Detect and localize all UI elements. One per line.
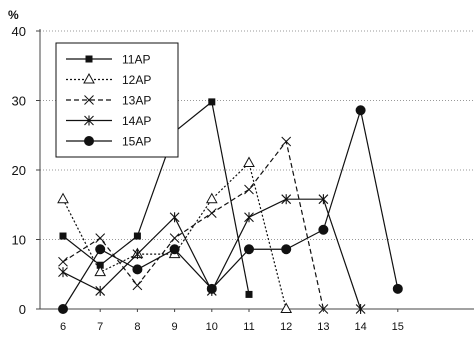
data-point-13AP-10 <box>206 208 217 218</box>
legend-item-15AP: 15AP <box>66 135 151 149</box>
x-tick-label: 10 <box>206 321 218 333</box>
axes <box>36 29 474 312</box>
legend-item-14AP: 14AP <box>66 114 151 128</box>
legend-marker <box>84 115 94 126</box>
legend: 11AP 12AP 13AP 14AP 15AP <box>55 42 179 158</box>
data-point-11AP-6 <box>59 232 67 240</box>
data-point-14AP-14 <box>355 304 366 314</box>
data-point-11AP-10 <box>208 98 216 106</box>
marker-stroke <box>318 304 329 314</box>
data-point-15AP-10 <box>206 283 217 294</box>
data-point-12AP-11 <box>243 156 255 168</box>
legend-item-11AP: 11AP <box>66 53 150 67</box>
data-point-15AP-12 <box>281 244 292 255</box>
marker-stroke <box>206 208 217 218</box>
marker-stroke <box>281 136 292 147</box>
legend-item-12AP: 12AP <box>66 72 151 87</box>
legend-label: 13AP <box>122 94 151 108</box>
data-point-12AP-7 <box>94 265 107 277</box>
marker-stroke <box>84 95 94 105</box>
legend-label: 14AP <box>122 114 151 128</box>
data-point-13AP-8 <box>132 280 143 291</box>
data-point-14AP-8 <box>132 249 143 260</box>
marker-stroke <box>169 233 180 243</box>
data-point-13AP-7 <box>95 233 106 243</box>
x-tick-label: 15 <box>392 321 404 333</box>
tick-labels: 0 10 20 30 40 6 7 8 9 10 11 12 13 14 15 <box>12 24 404 333</box>
legend-item-13AP: 13AP <box>66 94 151 108</box>
x-tick-label: 13 <box>317 321 329 333</box>
legend-marker <box>84 95 94 105</box>
series-line-13AP <box>62 140 324 310</box>
data-point-13AP-11 <box>244 184 254 195</box>
x-tick-label: 6 <box>60 321 66 333</box>
legend-marker <box>84 136 94 146</box>
y-tick-label: 20 <box>12 163 26 178</box>
data-point-15AP-8 <box>132 264 143 275</box>
legend-label: 15AP <box>122 135 151 149</box>
data-point-14AP-13 <box>318 194 329 205</box>
series-13AP <box>58 136 329 314</box>
data-point-15AP-13 <box>318 224 329 235</box>
series-15AP <box>58 105 403 314</box>
y-axis-unit-label: % <box>8 8 19 22</box>
legend-label: 12AP <box>122 73 151 87</box>
data-point-15AP-15 <box>392 283 403 294</box>
y-tick-label: 40 <box>12 24 26 39</box>
x-tick-label: 9 <box>172 321 178 333</box>
y-tick-label: 10 <box>12 233 26 248</box>
x-tick-label: 14 <box>354 321 366 333</box>
data-point-15AP-7 <box>95 244 106 255</box>
data-point-11AP-7 <box>96 261 104 269</box>
marker-stroke <box>95 233 106 243</box>
data-point-12AP-6 <box>57 192 69 204</box>
x-tick-label: 11 <box>243 321 254 333</box>
data-point-13AP-12 <box>281 136 292 147</box>
data-point-13AP-9 <box>169 233 180 243</box>
data-point-13AP-13 <box>318 304 329 314</box>
data-point-14AP-6 <box>58 267 68 278</box>
data-point-14AP-7 <box>95 285 106 296</box>
data-point-15AP-9 <box>169 244 180 255</box>
data-point-14AP-9 <box>169 212 180 223</box>
data-point-15AP-6 <box>58 304 68 314</box>
x-tick-label: 7 <box>97 321 103 333</box>
x-tick-label: 8 <box>134 321 140 333</box>
y-tick-label: 0 <box>19 302 26 317</box>
data-point-11AP-11 <box>245 290 253 298</box>
x-tick-label: 12 <box>280 321 292 333</box>
data-point-15AP-11 <box>244 244 254 255</box>
marker-stroke <box>132 280 143 291</box>
series-14AP <box>58 194 366 314</box>
data-point-14AP-12 <box>281 194 292 205</box>
marker-stroke <box>244 184 254 195</box>
data-point-15AP-14 <box>355 105 366 116</box>
legend-marker <box>85 55 93 63</box>
series-line-15AP <box>62 107 399 310</box>
legend-label: 11AP <box>122 53 150 67</box>
marker-stroke <box>58 256 68 267</box>
data-point-12AP-10 <box>205 192 218 204</box>
data-point-13AP-6 <box>58 256 68 267</box>
y-tick-label: 30 <box>12 94 26 109</box>
data-point-14AP-11 <box>244 212 254 223</box>
legend-marker <box>83 72 95 84</box>
data-point-11AP-8 <box>133 232 141 240</box>
data-point-12AP-12 <box>280 302 293 313</box>
